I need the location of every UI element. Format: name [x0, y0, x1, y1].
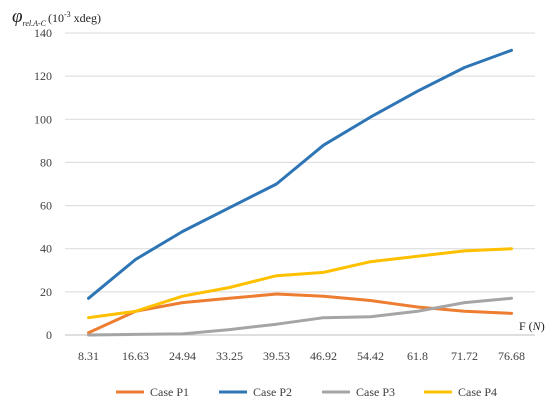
series-2: [87, 48, 513, 300]
x-axis-label: F (N): [519, 319, 545, 333]
legend-item: Case P4: [424, 385, 497, 399]
x-axis-label-unit: N: [532, 319, 542, 333]
legend: Case P1 Case P2 Case P3 Case P4: [116, 385, 497, 399]
y-tick-label: 40: [40, 242, 52, 256]
x-axis-label-close: ): [541, 319, 545, 333]
x-tick-label: 46.92: [310, 349, 337, 363]
x-tick-label: 16.63: [122, 349, 149, 363]
x-tick-label: 76.68: [498, 349, 525, 363]
y-tick-label: 20: [40, 285, 52, 299]
x-tick-label: 33.25: [216, 349, 243, 363]
series-line: [87, 296, 513, 337]
y-tick-label: 120: [34, 69, 52, 83]
y-tick-label: 60: [40, 199, 52, 213]
y-axis-label-subscript: rel.A-C: [23, 19, 47, 28]
y-axis-label-unit-prefix: (10: [48, 11, 64, 25]
x-tick-label: 8.31: [78, 349, 99, 363]
x-tick-label: 24.94: [169, 349, 196, 363]
x-tick-label: 71.72: [451, 349, 478, 363]
series-3: [87, 296, 513, 337]
y-axis-label-symbol: φ: [12, 6, 23, 27]
legend-item: Case P2: [219, 385, 292, 399]
legend-label: Case P2: [253, 385, 292, 399]
x-tick-label: 54.42: [357, 349, 384, 363]
series-line: [87, 247, 513, 320]
legend-item: Case P1: [116, 385, 189, 399]
legend-label: Case P3: [356, 385, 395, 399]
y-axis-label: φrel.A-C (10-3 xdeg): [12, 6, 101, 28]
series-lines: [87, 48, 513, 337]
series-line: [87, 292, 513, 335]
series-line: [87, 48, 513, 300]
legend-label: Case P4: [458, 385, 497, 399]
y-axis-label-unit-exponent: -3: [64, 10, 71, 19]
legend-label: Case P1: [150, 385, 189, 399]
legend-item: Case P3: [322, 385, 395, 399]
gridlines: [65, 32, 535, 293]
y-tick-label: 140: [34, 26, 52, 40]
series-4: [87, 247, 513, 320]
x-tick-label: 61.8: [407, 349, 428, 363]
series-1: [87, 292, 513, 335]
y-tick-label: 100: [34, 112, 52, 126]
y-tick-label: 0: [46, 328, 52, 342]
y-axis-tick-labels: 0 20 40 60 80 100 120 140: [34, 26, 52, 342]
y-axis-label-unit-suffix: xdeg): [71, 11, 101, 25]
y-tick-label: 80: [40, 155, 52, 169]
x-axis-label-text: F (: [519, 319, 533, 333]
x-tick-label: 39.53: [263, 349, 290, 363]
x-axis-tick-labels: 8.31 16.63 24.94 33.25 39.53 46.92 54.42 61.8 71…: [78, 349, 525, 363]
